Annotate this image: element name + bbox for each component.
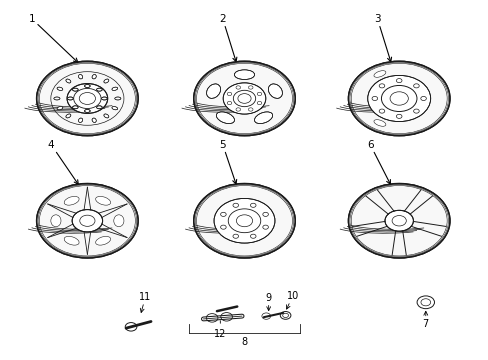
Ellipse shape [236,86,240,89]
Ellipse shape [112,107,118,110]
Ellipse shape [257,92,261,96]
Ellipse shape [214,198,274,243]
Ellipse shape [250,234,256,238]
Ellipse shape [97,106,102,109]
Ellipse shape [51,215,61,227]
Ellipse shape [92,75,96,79]
Ellipse shape [54,97,60,100]
Ellipse shape [236,108,240,111]
Ellipse shape [57,87,62,90]
Ellipse shape [92,118,96,122]
Ellipse shape [262,212,268,216]
Ellipse shape [396,78,401,83]
Ellipse shape [193,184,295,258]
Ellipse shape [220,212,226,216]
Ellipse shape [103,114,109,118]
Text: 8: 8 [241,337,247,347]
Text: 9: 9 [265,293,271,311]
Ellipse shape [373,71,385,77]
Text: 1: 1 [28,14,78,62]
Ellipse shape [66,114,71,118]
Ellipse shape [67,84,107,113]
Ellipse shape [115,97,121,100]
Ellipse shape [84,109,90,112]
Ellipse shape [114,215,123,227]
Ellipse shape [396,114,401,118]
Ellipse shape [227,102,231,105]
Ellipse shape [84,85,90,87]
Ellipse shape [96,197,110,205]
Ellipse shape [420,96,426,100]
Ellipse shape [378,109,384,113]
Ellipse shape [216,112,234,123]
Ellipse shape [367,75,430,122]
Ellipse shape [112,87,118,90]
Ellipse shape [97,88,102,91]
Ellipse shape [64,237,79,245]
Ellipse shape [66,79,71,83]
Ellipse shape [79,118,82,122]
Ellipse shape [257,102,261,105]
Ellipse shape [378,84,384,88]
Ellipse shape [248,86,252,89]
Text: 7: 7 [422,311,428,329]
Ellipse shape [206,84,220,98]
Ellipse shape [416,296,434,309]
Ellipse shape [37,61,138,136]
Text: 3: 3 [373,14,391,62]
Ellipse shape [232,234,238,238]
Ellipse shape [250,203,256,207]
Ellipse shape [227,92,231,96]
Ellipse shape [371,96,377,100]
Ellipse shape [223,83,265,114]
Ellipse shape [96,237,110,245]
Ellipse shape [102,97,107,100]
Ellipse shape [103,79,109,83]
Ellipse shape [37,184,138,258]
Ellipse shape [67,97,73,100]
Ellipse shape [262,225,268,229]
Ellipse shape [348,61,449,136]
Ellipse shape [268,84,282,98]
Ellipse shape [79,75,82,79]
Text: 4: 4 [48,140,78,184]
Text: 10: 10 [286,291,298,309]
Text: 2: 2 [219,14,236,62]
Ellipse shape [220,225,226,229]
Text: 12: 12 [214,321,226,339]
Ellipse shape [57,107,62,110]
Ellipse shape [413,109,418,113]
Text: 5: 5 [219,140,236,184]
Ellipse shape [232,203,238,207]
Ellipse shape [193,61,295,136]
Ellipse shape [373,120,385,126]
Ellipse shape [72,210,102,232]
Ellipse shape [72,106,78,109]
Ellipse shape [72,88,78,91]
Ellipse shape [348,184,449,258]
Ellipse shape [248,108,252,111]
Ellipse shape [64,197,79,205]
Ellipse shape [234,70,254,80]
Text: 6: 6 [366,140,389,184]
Ellipse shape [413,84,418,88]
Ellipse shape [384,210,412,231]
Ellipse shape [254,112,272,123]
Text: 11: 11 [139,292,151,312]
